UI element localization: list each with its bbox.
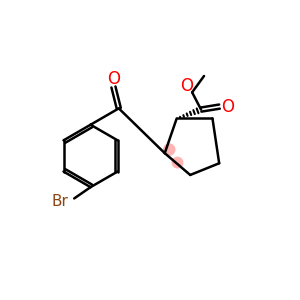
Circle shape — [172, 157, 183, 169]
Text: Br: Br — [52, 194, 68, 209]
Text: O: O — [180, 77, 193, 95]
Text: O: O — [107, 70, 120, 88]
Circle shape — [163, 143, 175, 156]
Text: O: O — [221, 98, 234, 116]
